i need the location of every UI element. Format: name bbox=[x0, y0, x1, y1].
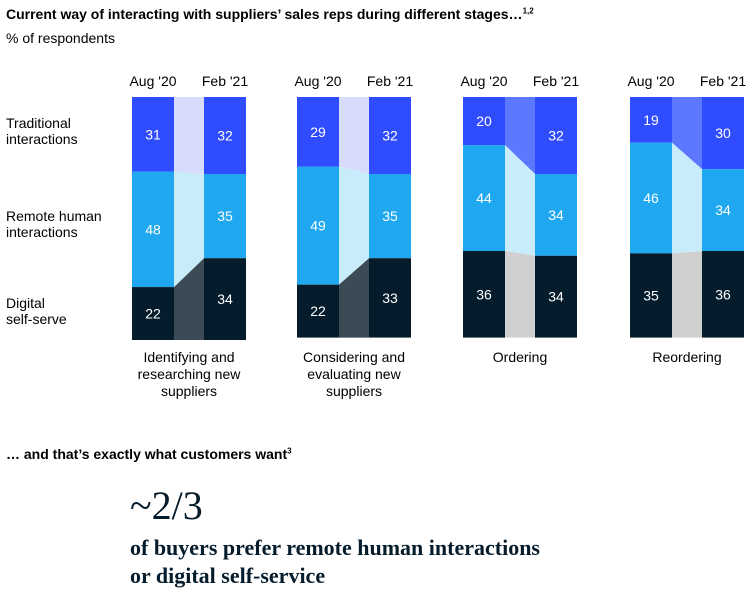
segment-label: interactions bbox=[6, 224, 78, 240]
group-label: suppliers bbox=[161, 383, 217, 399]
bar-segment bbox=[702, 169, 744, 251]
segment-label: Traditional bbox=[6, 115, 71, 131]
chart-title: Current way of interacting with supplier… bbox=[6, 6, 534, 22]
data-label: 19 bbox=[643, 112, 659, 128]
period-label: Feb '21 bbox=[367, 73, 413, 89]
bar-segment bbox=[204, 258, 246, 340]
section-heading: … and that’s exactly what customers want… bbox=[6, 446, 292, 462]
data-label: 44 bbox=[476, 190, 492, 206]
callout-stat: ~2/3 bbox=[130, 483, 203, 528]
group-label: Considering and bbox=[303, 349, 405, 365]
bar-segment bbox=[369, 97, 411, 174]
group-label: Identifying and bbox=[143, 349, 234, 365]
bar-segment bbox=[630, 142, 672, 254]
segment-label: Remote human bbox=[6, 208, 102, 224]
data-label: 36 bbox=[476, 286, 492, 302]
bar-segment bbox=[702, 97, 744, 170]
period-label: Aug '20 bbox=[129, 73, 176, 89]
data-label: 34 bbox=[715, 202, 731, 218]
bar-segment bbox=[132, 171, 174, 288]
bar-segment bbox=[132, 287, 174, 340]
data-label: 34 bbox=[548, 289, 564, 305]
data-label: 48 bbox=[145, 221, 161, 237]
bar-segment bbox=[297, 97, 339, 167]
data-label: 31 bbox=[145, 126, 161, 142]
connector-band bbox=[174, 97, 204, 174]
data-label: 35 bbox=[217, 208, 233, 224]
data-label: 34 bbox=[217, 291, 233, 307]
bar-segment bbox=[132, 97, 174, 172]
data-label: 29 bbox=[310, 124, 326, 140]
bar-segment bbox=[463, 97, 505, 146]
bar-segment bbox=[463, 250, 505, 338]
connector-band bbox=[174, 171, 204, 288]
connector-band bbox=[339, 166, 369, 285]
callout-line-2: or digital self-service bbox=[130, 563, 326, 588]
data-label: 36 bbox=[715, 286, 731, 302]
connector-band bbox=[672, 250, 702, 338]
data-label: 33 bbox=[382, 290, 398, 306]
connector-band bbox=[505, 145, 535, 256]
connector-band bbox=[505, 97, 535, 174]
callout-line-1: of buyers prefer remote human interactio… bbox=[130, 535, 540, 560]
bar-segment bbox=[369, 258, 411, 338]
period-label: Aug '20 bbox=[294, 73, 341, 89]
data-label: 32 bbox=[382, 127, 398, 143]
bar-segment bbox=[204, 97, 246, 174]
segment-label: interactions bbox=[6, 131, 78, 147]
bar-segment bbox=[297, 166, 339, 285]
data-label: 35 bbox=[643, 287, 659, 303]
bar-segment bbox=[630, 253, 672, 338]
data-label: 34 bbox=[548, 207, 564, 223]
group-label: Reordering bbox=[652, 349, 721, 365]
period-label: Feb '21 bbox=[202, 73, 248, 89]
data-label: 35 bbox=[382, 208, 398, 224]
segment-label: self-serve bbox=[6, 311, 67, 327]
bar-segment bbox=[535, 173, 577, 256]
connector-band bbox=[174, 258, 204, 340]
callout-text: of buyers prefer remote human interactio… bbox=[130, 534, 730, 590]
bar-segment bbox=[297, 284, 339, 338]
group-label: suppliers bbox=[326, 383, 382, 399]
period-label: Feb '21 bbox=[533, 73, 579, 89]
data-label: 46 bbox=[643, 190, 659, 206]
data-label: 22 bbox=[310, 303, 326, 319]
period-label: Aug '20 bbox=[627, 73, 674, 89]
connector-band bbox=[339, 258, 369, 338]
connector-band bbox=[339, 97, 369, 174]
connector-band bbox=[672, 97, 702, 170]
period-label: Aug '20 bbox=[460, 73, 507, 89]
data-label: 22 bbox=[145, 306, 161, 322]
segment-label: Digital bbox=[6, 295, 45, 311]
data-label: 20 bbox=[476, 113, 492, 129]
bar-segment bbox=[535, 255, 577, 338]
group-label: Ordering bbox=[493, 349, 547, 365]
bar-segment bbox=[463, 145, 505, 251]
bar-segment bbox=[630, 97, 672, 143]
bar-segment bbox=[204, 173, 246, 259]
data-label: 30 bbox=[715, 125, 731, 141]
bar-segment bbox=[535, 97, 577, 174]
chart-subtitle: % of respondents bbox=[6, 30, 115, 46]
data-label: 49 bbox=[310, 218, 326, 234]
connector-band bbox=[672, 142, 702, 254]
data-label: 32 bbox=[217, 127, 233, 143]
bar-segment bbox=[369, 173, 411, 259]
group-label: researching new bbox=[138, 366, 242, 382]
connector-band bbox=[505, 250, 535, 338]
bar-segment bbox=[702, 250, 744, 338]
period-label: Feb '21 bbox=[700, 73, 746, 89]
group-label: evaluating new bbox=[307, 366, 401, 382]
data-label: 32 bbox=[548, 127, 564, 143]
